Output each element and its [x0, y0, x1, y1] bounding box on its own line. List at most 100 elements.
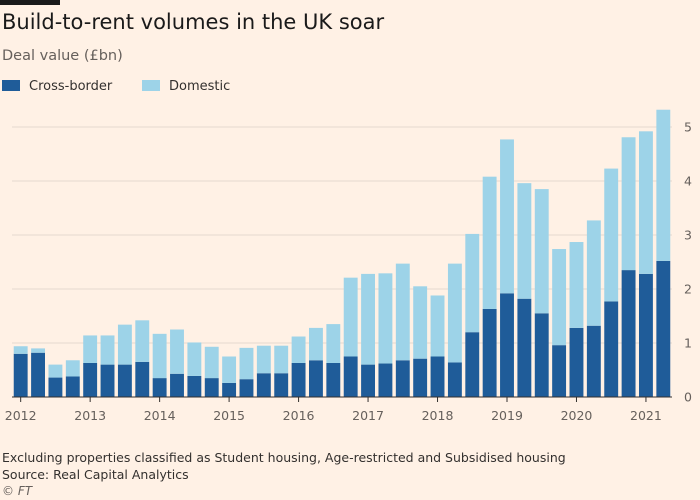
bar-cross-border: [500, 293, 514, 397]
legend-swatch-cross-border: [2, 80, 20, 91]
bar-cross-border: [135, 361, 150, 397]
bar-cross-border: [309, 360, 323, 397]
bar-domestic: [465, 233, 480, 333]
bar-cross-border: [256, 373, 271, 397]
bar-cross-border: [430, 356, 445, 397]
x-tick-label: 2015: [213, 408, 245, 423]
bar-cross-border: [639, 273, 653, 397]
bar-domestic: [656, 109, 671, 261]
bar-cross-border: [378, 363, 393, 397]
bar-domestic: [604, 168, 619, 302]
bar-domestic: [170, 329, 184, 374]
bar-cross-border: [83, 362, 98, 397]
bar-domestic: [13, 346, 28, 354]
bar-cross-border: [187, 375, 202, 397]
bar-cross-border: [465, 332, 480, 397]
y-tick-label: 5: [684, 120, 692, 135]
x-tick-label: 2018: [422, 408, 454, 423]
legend-swatch-domestic: [142, 80, 160, 91]
legend-label-domestic: Domestic: [169, 79, 231, 94]
legend-item-cross-border: Cross-border: [2, 79, 112, 94]
bar-domestic: [291, 336, 306, 363]
x-tick-label: 2017: [352, 408, 384, 423]
bar-domestic: [100, 335, 115, 365]
bar-domestic: [48, 364, 63, 378]
bar-cross-border: [413, 358, 428, 397]
legend-label-cross-border: Cross-border: [29, 79, 113, 94]
bar-domestic: [31, 348, 45, 353]
bar-domestic: [500, 139, 514, 294]
bar-cross-border: [361, 364, 375, 397]
y-tick-label: 0: [684, 390, 692, 405]
bar-domestic: [309, 327, 323, 361]
bar-domestic: [395, 263, 410, 361]
bar-domestic: [447, 263, 462, 363]
bar-cross-border: [222, 382, 237, 397]
bar-cross-border: [170, 373, 184, 397]
bar-domestic: [222, 356, 237, 383]
bar-cross-border: [343, 356, 358, 397]
bar-domestic: [65, 360, 80, 377]
bar-domestic: [482, 176, 497, 309]
chart-subtitle: Deal value (£bn): [2, 48, 123, 64]
bar-cross-border: [656, 260, 671, 397]
bar-cross-border: [569, 327, 584, 397]
bar-domestic: [326, 324, 341, 363]
y-tick-label: 4: [684, 174, 692, 189]
bar-cross-border: [534, 313, 549, 397]
bar-cross-border: [152, 378, 167, 397]
x-tick-label: 2013: [74, 408, 106, 423]
y-tick-label: 1: [684, 336, 692, 351]
y-tick-label: 3: [684, 228, 692, 243]
bar-domestic: [378, 273, 393, 364]
bar-domestic: [517, 183, 532, 299]
bar-domestic: [569, 242, 584, 328]
bar-domestic: [639, 131, 653, 274]
bar-cross-border: [621, 270, 636, 397]
bar-domestic: [361, 273, 375, 365]
ft-top-bar: [0, 0, 60, 5]
x-tick-label: 2020: [561, 408, 593, 423]
bar-cross-border: [586, 325, 601, 397]
bar-domestic: [534, 189, 549, 314]
bar-cross-border: [447, 362, 462, 397]
bar-cross-border: [482, 308, 497, 397]
bar-cross-border: [117, 364, 132, 397]
source-note: Source: Real Capital Analytics: [2, 467, 189, 482]
bar-cross-border: [31, 352, 45, 397]
bar-cross-border: [274, 373, 289, 397]
bar-cross-border: [552, 345, 567, 397]
x-tick-label: 2019: [491, 408, 523, 423]
bar-domestic: [586, 220, 601, 326]
bar-domestic: [204, 346, 219, 379]
bar-domestic: [274, 345, 289, 374]
chart-title: Build-to-rent volumes in the UK soar: [2, 10, 385, 34]
ft-credit: © FT: [2, 484, 33, 498]
bar-cross-border: [13, 353, 28, 397]
bar-domestic: [83, 335, 98, 363]
bar-cross-border: [65, 376, 80, 397]
bar-cross-border: [517, 298, 532, 397]
bar-cross-border: [395, 360, 410, 397]
bar-domestic: [256, 345, 271, 374]
bar-cross-border: [239, 379, 254, 397]
bar-domestic: [430, 295, 445, 357]
bar-domestic: [239, 347, 254, 380]
x-tick-label: 2021: [630, 408, 662, 423]
bar-cross-border: [291, 362, 306, 397]
bar-domestic: [621, 137, 636, 271]
bar-domestic: [152, 333, 167, 379]
bar-cross-border: [604, 301, 619, 397]
bar-cross-border: [204, 378, 219, 397]
x-tick-label: 2012: [5, 408, 37, 423]
bar-cross-border: [100, 364, 115, 397]
bar-domestic: [552, 249, 567, 346]
footnote: Excluding properties classified as Stude…: [2, 450, 566, 465]
y-tick-label: 2: [684, 282, 692, 297]
bar-domestic: [343, 277, 358, 357]
bar-cross-border: [326, 362, 341, 397]
bar-domestic: [413, 286, 428, 359]
bar-domestic: [117, 324, 132, 365]
bar-cross-border: [48, 377, 63, 397]
